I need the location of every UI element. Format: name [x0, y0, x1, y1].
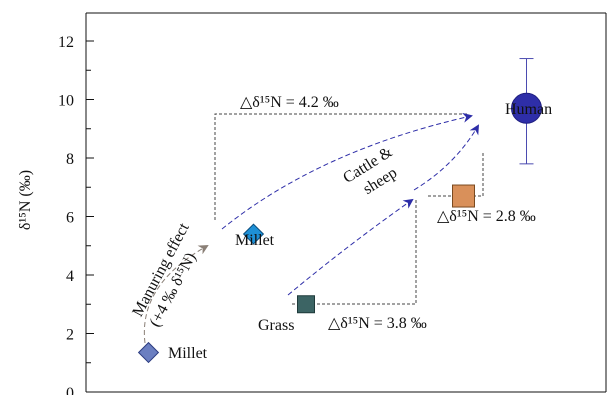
y-tick-label: 4: [66, 268, 74, 285]
arrow-manuring: [143, 245, 209, 344]
annotation-human-vs-millet: △δ¹⁵N = 4.2 ‰: [240, 94, 339, 111]
annotation-human-vs-cattle: △δ¹⁵N = 2.8 ‰: [437, 208, 536, 225]
y-tick-label: 12: [58, 34, 74, 51]
arrow-cattle-to-human: [413, 124, 480, 191]
y-tick-label: 10: [58, 93, 74, 110]
y-axis-ticks: 0 2 4 6 8 10 12: [58, 34, 94, 395]
label-millet-low: Millet: [168, 345, 208, 362]
y-tick-label: 2: [66, 327, 74, 344]
data-points: [137, 92, 542, 364]
arrow-grass-to-cattle: [287, 198, 414, 296]
arrow-millet-to-human: [221, 112, 473, 230]
y-axis-label: δ¹⁵N (‰): [17, 170, 34, 230]
plot-frame: [85, 12, 607, 393]
point-cattle-sheep: [452, 184, 475, 208]
annotation-cattle-vs-grass: △δ¹⁵N = 3.8 ‰: [328, 315, 427, 332]
y-tick-label: 0: [66, 385, 74, 395]
label-cattle-sheep: Cattle & sheep: [340, 141, 409, 203]
y-tick-label: 8: [66, 151, 74, 168]
label-human: Human: [505, 101, 552, 118]
arrows: [143, 112, 480, 344]
bracket-millet-human: [214, 113, 468, 220]
bracket-cattle-human: [428, 152, 484, 197]
label-grass: Grass: [258, 317, 294, 334]
point-grass: [297, 295, 315, 314]
brackets: [214, 113, 484, 305]
point-millet-low: [137, 341, 160, 364]
point-millet-high: [242, 223, 265, 245]
y-tick-label: 6: [66, 210, 74, 227]
bracket-grass-cattle: [292, 198, 417, 305]
label-millet-high: Millet: [235, 232, 275, 249]
point-human: [511, 92, 542, 124]
